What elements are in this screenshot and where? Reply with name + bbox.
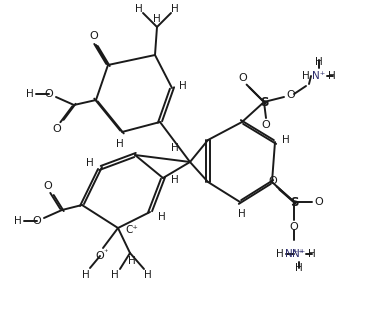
Text: H: H: [276, 249, 284, 259]
Text: O: O: [290, 222, 298, 232]
Text: H: H: [171, 143, 179, 153]
Text: H: H: [315, 57, 323, 67]
Text: N⁺⁺: N⁺⁺: [285, 249, 303, 259]
Text: N⁺: N⁺: [312, 71, 325, 81]
Text: H: H: [111, 270, 119, 280]
Text: O: O: [286, 90, 295, 100]
Text: H: H: [144, 270, 152, 280]
Text: H: H: [82, 270, 90, 280]
Text: H: H: [86, 158, 94, 168]
Text: ⁺: ⁺: [104, 249, 108, 257]
Text: H: H: [302, 71, 310, 81]
Text: H: H: [135, 4, 143, 14]
Text: H: H: [158, 212, 166, 222]
Text: H: H: [308, 249, 316, 259]
Text: H: H: [238, 209, 246, 219]
Text: H: H: [14, 216, 22, 226]
Text: H: H: [171, 175, 179, 185]
Text: H: H: [116, 139, 124, 149]
Text: S: S: [260, 95, 268, 109]
Text: O: O: [44, 181, 52, 191]
Text: H: H: [153, 14, 161, 24]
Text: C⁺: C⁺: [126, 225, 138, 235]
Text: H: H: [328, 71, 336, 81]
Text: O: O: [53, 124, 62, 134]
Text: H: H: [179, 81, 187, 91]
Text: H: H: [282, 135, 290, 145]
Text: H: H: [171, 4, 179, 14]
Text: O: O: [96, 251, 104, 261]
Text: S: S: [290, 196, 298, 209]
Text: O: O: [45, 89, 53, 99]
Text: H: H: [295, 263, 303, 273]
Text: H: H: [26, 89, 34, 99]
Text: N⁺: N⁺: [292, 249, 306, 259]
Text: O: O: [315, 197, 324, 207]
Text: H: H: [128, 256, 136, 266]
Text: O: O: [32, 216, 41, 226]
Text: O: O: [262, 120, 270, 130]
Text: O: O: [239, 73, 248, 83]
Text: O: O: [269, 176, 277, 186]
Text: O: O: [90, 31, 99, 41]
